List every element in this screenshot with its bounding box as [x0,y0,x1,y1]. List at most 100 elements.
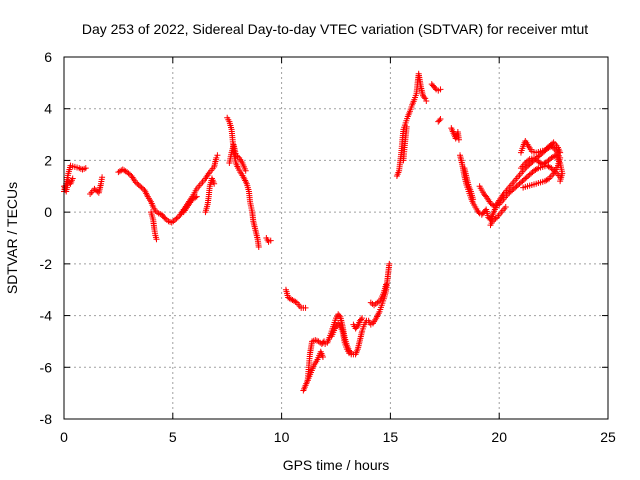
data-point [489,218,496,225]
data-point [174,214,181,221]
x-tick-label: 10 [274,429,290,445]
data-point [526,171,533,178]
data-point [386,260,393,267]
data-point [523,174,530,181]
data-point [358,316,365,323]
data-point [91,185,98,192]
data-point [492,215,499,222]
data-point [557,149,564,156]
y-tick-label: 4 [44,101,52,117]
axis-ticks [63,56,609,420]
data-point [302,304,309,311]
data-point [531,154,538,161]
data-point [536,152,543,159]
data-point [423,97,430,104]
data-point [528,170,535,177]
data-point [543,145,550,152]
data-point [127,171,134,178]
y-axis-label: SDTVAR / TECUs [4,182,20,294]
data-point [99,174,106,181]
data-point [522,160,529,167]
data-point [292,298,299,305]
data-point [134,180,141,187]
chart-title: Day 253 of 2022, Sidereal Day-to-day VTE… [82,21,588,37]
data-point [525,157,532,164]
data-point [211,180,218,187]
x-tick-label: 0 [60,429,68,445]
data-point [543,177,550,184]
data-point [171,216,178,223]
data-point [193,193,200,200]
x-tick-label: 25 [600,429,616,445]
x-tick-label: 5 [169,429,177,445]
y-tick-label: 2 [44,152,52,168]
data-point [541,147,548,154]
grid [64,57,608,419]
data-point [523,158,530,165]
data-point [161,214,168,221]
data-point [173,215,180,222]
data-point [422,95,429,102]
data-point [135,181,142,188]
data-point [132,179,139,186]
data-point [192,194,199,201]
data-point [470,196,477,203]
data-point [545,157,552,164]
data-point [242,167,249,174]
data-point [69,175,76,182]
data-point [475,209,482,216]
data-point [348,351,355,358]
y-tick-label: 0 [44,204,52,220]
data-point [509,187,516,194]
x-tick-label: 15 [383,429,399,445]
data-point [214,152,221,159]
data-point [522,175,529,182]
data-series [61,70,566,394]
data-point [517,179,524,186]
data-point [213,154,220,161]
data-point [513,183,520,190]
plot-frame [63,56,609,420]
data-point [436,117,443,124]
data-point [124,169,131,176]
data-point [515,181,522,188]
data-point [519,178,526,185]
data-point [359,315,366,322]
data-point [520,176,527,183]
data-point [516,180,523,187]
data-point [137,183,144,190]
y-tick-label: -8 [40,411,53,427]
data-point [336,312,343,319]
data-point [432,85,439,92]
data-point [502,203,509,210]
data-point [520,184,527,191]
data-point [437,116,444,123]
data-point [82,165,89,172]
data-point [546,143,553,150]
data-point [488,201,495,208]
data-point [319,353,326,360]
data-point [383,281,390,288]
data-point [92,187,99,194]
data-point [255,244,262,251]
x-tick-label: 20 [491,429,507,445]
y-tick-label: 6 [44,49,52,65]
data-point [455,136,462,143]
data-point [526,161,533,168]
y-tick-label: -2 [40,256,53,272]
data-point [551,153,558,160]
data-point [525,172,532,179]
data-point [548,165,555,172]
data-point [507,188,514,195]
data-point [487,200,494,207]
data-point [491,216,498,223]
y-tick-label: -6 [40,359,53,375]
data-point [403,123,410,130]
data-point [544,158,551,165]
data-point [525,162,532,169]
data-point [533,166,540,173]
data-point [532,156,539,163]
data-point [528,160,535,167]
data-point [138,184,145,191]
tick-labels: 0 5 10 15 20 25 -8 -6 -4 -2 0 2 4 6 [40,49,616,445]
